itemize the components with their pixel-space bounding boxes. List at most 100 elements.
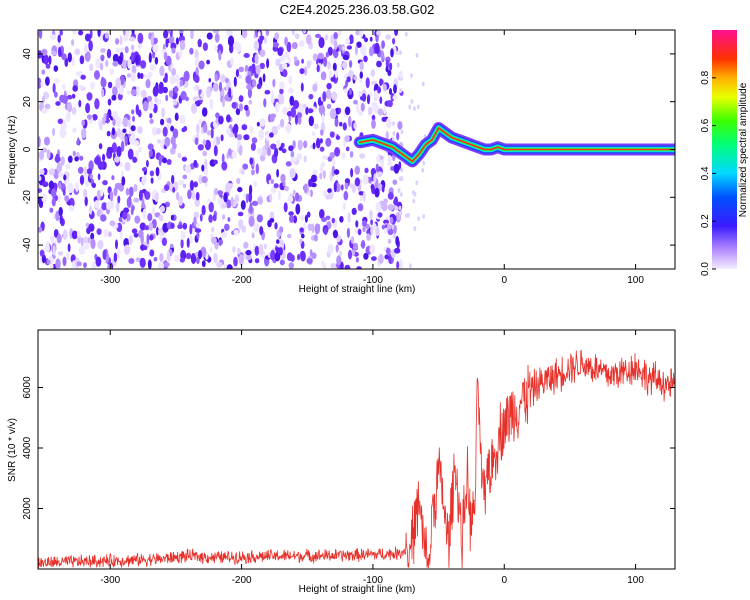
spectrogram-noise-cell [210, 236, 217, 244]
spectrogram-noise-cell [412, 198, 416, 204]
spectrogram-noise-cell [152, 37, 158, 44]
spectrogram-noise-cell [233, 76, 237, 87]
spectrogram-noise-cell [332, 229, 338, 239]
spectrogram-noise-cell [197, 38, 202, 48]
spectrogram-noise-cell [359, 195, 364, 202]
spectrogram-noise-cell [304, 214, 308, 223]
spectrogram-noise-cell [178, 49, 183, 58]
spectrogram-noise-cell [240, 200, 246, 210]
spectrogram-noise-cell [310, 174, 317, 183]
spectrogram-noise-cell [311, 131, 316, 136]
spectrogram-noise-cell [61, 95, 68, 104]
spectrogram-noise-cell [366, 94, 371, 105]
spectrogram-noise-cell [284, 51, 289, 60]
spectrogram-noise-cell [400, 192, 403, 197]
spectrogram-noise-cell [165, 122, 171, 129]
spectrogram-noise-cell [77, 166, 84, 174]
spectrogram-noise-cell [295, 192, 300, 202]
spectrogram-noise-cell [56, 234, 62, 244]
spectrogram-noise-cell [263, 98, 267, 108]
spectrogram-noise-cell [274, 32, 280, 40]
spectrogram-noise-cell [286, 252, 293, 261]
spectrogram-noise-cell [107, 263, 112, 269]
spectrogram-noise-cell [59, 30, 63, 36]
spectrogram-noise-cell [53, 65, 59, 72]
spectrogram-noise-cell [350, 37, 354, 43]
spectrogram-noise-cell [64, 57, 69, 67]
spectrogram-noise-cell [88, 223, 95, 232]
spectrogram-noise-cell [100, 214, 107, 222]
spectrogram-noise-cell [194, 137, 199, 146]
spectrogram-noise-cell [123, 244, 131, 255]
spectrogram-noise-cell [272, 78, 276, 88]
spectrogram-noise-cell [300, 82, 304, 92]
spectrogram-noise-cell [149, 234, 154, 241]
spectrogram-noise-cell [204, 158, 208, 170]
spectrogram-noise-cell [321, 161, 326, 168]
spectrogram-noise-cell [199, 213, 203, 222]
spectrogram-noise-cell [309, 189, 313, 197]
spectrogram-noise-cell [269, 218, 275, 223]
spectrogram-noise-cell [226, 30, 231, 37]
spectrogram-noise-cell [74, 156, 79, 162]
spectrogram-noise-cell [330, 108, 337, 120]
spectrogram-noise-cell [378, 254, 384, 264]
spectrogram-noise-cell [117, 55, 123, 65]
spectrogram-noise-cell [41, 193, 47, 203]
spectrogram-noise-cell [330, 77, 336, 82]
spectrogram-noise-cell [119, 35, 123, 46]
spectrogram-noise-cell [327, 188, 332, 193]
spectrogram-noise-cell [270, 249, 276, 261]
spectrogram-noise-cell [44, 136, 50, 146]
spectrogram-noise-cell [99, 122, 103, 131]
spectrogram-noise-cell [221, 231, 228, 239]
spectrogram-noise-cell [41, 48, 48, 56]
spectrogram-noise-cell [88, 205, 93, 215]
spectrogram-noise-cell [114, 182, 122, 190]
spectrogram-noise-cell [224, 96, 231, 102]
spectrogram-noise-cell [398, 70, 403, 79]
spectrogram-noise-cell [299, 68, 305, 75]
spectrogram-noise-cell [112, 118, 116, 126]
spectrogram-noise-cell [355, 220, 359, 228]
spectrogram-noise-cell [52, 127, 56, 136]
spectrogram-noise-cell [321, 217, 327, 223]
spectrogram-noise-cell [163, 51, 168, 61]
spectrogram-noise-cell [80, 74, 86, 80]
spectrogram-noise-cell [246, 84, 251, 90]
spectrogram-noise-cell [106, 48, 112, 59]
spectrogram-noise-cell [276, 139, 281, 148]
spectrogram-noise-cell [55, 210, 60, 222]
spectrogram-noise-cell [163, 30, 169, 39]
spectrogram-noise-cell [167, 30, 171, 34]
spectrogram-noise-cell [399, 50, 402, 55]
spectrogram-noise-cell [376, 30, 381, 36]
spectrogram-noise-cell [146, 233, 150, 245]
spectrogram-noise-cell [369, 46, 374, 57]
spectrogram-noise-cell [54, 91, 58, 98]
spectrogram-noise-cell [277, 47, 284, 56]
spectrogram-noise-cell [253, 180, 258, 187]
spectrogram-noise-cell [320, 129, 324, 136]
spectrogram-noise-cell [113, 187, 118, 197]
spectrogram-noise-cell [291, 30, 295, 36]
spectrogram-noise-cell [349, 151, 354, 158]
spectrogram-noise-cell [102, 153, 106, 162]
spectrogram-noise-cell [334, 147, 341, 157]
spectrogram-noise-cell [137, 43, 142, 50]
spectrogram-noise-cell [274, 147, 279, 158]
spectrogram-noise-cell [369, 244, 376, 254]
spectrogram-noise-cell [66, 182, 74, 194]
spectrogram-noise-cell [115, 116, 122, 128]
spectrogram-noise-cell [415, 180, 419, 186]
spectrogram-noise-cell [195, 123, 200, 134]
spectrogram-noise-cell [299, 238, 303, 244]
spectrogram-noise-cell [298, 40, 305, 48]
spectrogram-noise-cell [413, 106, 416, 111]
spectrogram-noise-cell [106, 201, 112, 210]
spectrogram-noise-cell [357, 203, 364, 212]
spectrogram-noise-cell [305, 106, 309, 115]
spectrogram-noise-cell [382, 83, 387, 92]
spectrogram-noise-cell [319, 146, 325, 152]
spectrogram-noise-cell [405, 31, 408, 37]
